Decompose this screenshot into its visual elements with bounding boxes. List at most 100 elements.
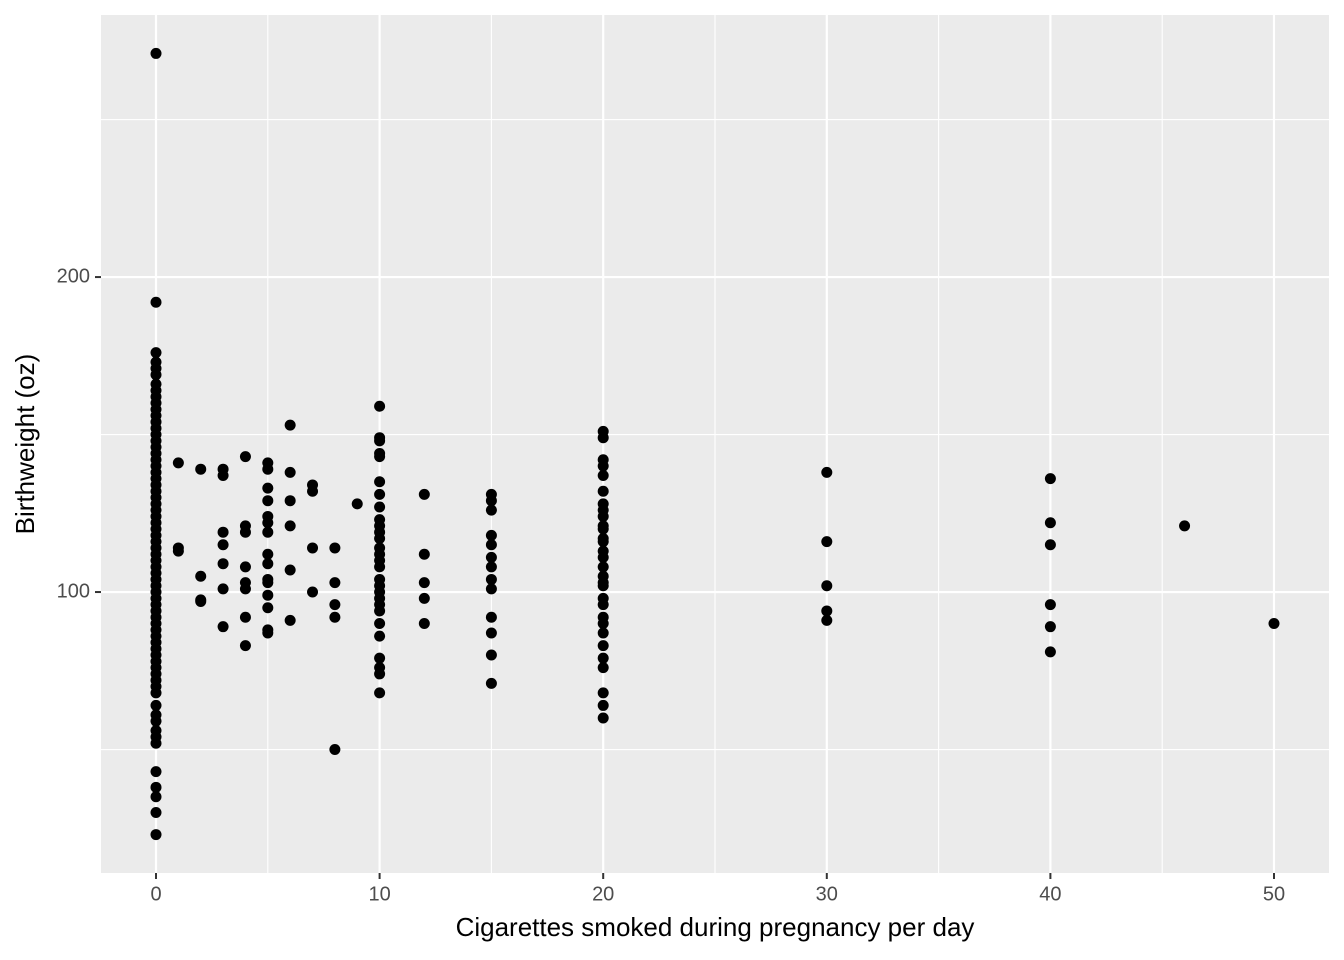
point xyxy=(374,501,386,513)
point xyxy=(284,495,296,507)
point xyxy=(262,627,274,639)
point xyxy=(597,551,609,563)
point xyxy=(217,526,229,538)
point xyxy=(374,687,386,699)
point xyxy=(485,649,497,661)
point xyxy=(150,715,162,727)
point xyxy=(262,577,274,589)
point xyxy=(262,548,274,560)
point xyxy=(217,539,229,551)
point xyxy=(239,561,251,573)
point xyxy=(172,545,184,557)
y-axis-title: Birthweight (oz) xyxy=(10,354,40,535)
point xyxy=(374,435,386,447)
x-tick-label: 20 xyxy=(592,883,614,905)
point xyxy=(597,523,609,535)
y-tick-label: 200 xyxy=(57,265,90,287)
point xyxy=(597,536,609,548)
point xyxy=(374,400,386,412)
point xyxy=(262,558,274,570)
point xyxy=(485,551,497,563)
point xyxy=(150,781,162,793)
point xyxy=(262,526,274,538)
point xyxy=(485,583,497,595)
point xyxy=(150,766,162,778)
point xyxy=(1044,621,1056,633)
point xyxy=(374,668,386,680)
point xyxy=(374,652,386,664)
point xyxy=(374,618,386,630)
point xyxy=(262,482,274,494)
point xyxy=(284,564,296,576)
y-tick-label: 100 xyxy=(57,580,90,602)
point xyxy=(150,699,162,711)
point xyxy=(284,466,296,478)
point xyxy=(597,652,609,664)
point xyxy=(150,807,162,819)
point xyxy=(217,469,229,481)
point xyxy=(1179,520,1191,532)
x-tick-label: 10 xyxy=(368,883,390,905)
point xyxy=(597,618,609,630)
point xyxy=(821,605,833,617)
x-tick-label: 40 xyxy=(1039,883,1061,905)
point xyxy=(485,573,497,585)
point xyxy=(150,737,162,749)
point xyxy=(307,485,319,497)
point xyxy=(1044,539,1056,551)
point xyxy=(1268,618,1280,630)
point xyxy=(195,570,207,582)
point xyxy=(485,539,497,551)
point xyxy=(374,630,386,642)
point xyxy=(374,561,386,573)
point xyxy=(217,558,229,570)
point xyxy=(284,614,296,626)
point xyxy=(374,451,386,463)
point xyxy=(262,495,274,507)
point xyxy=(1044,646,1056,658)
x-tick-label: 50 xyxy=(1263,883,1285,905)
point xyxy=(821,614,833,626)
point xyxy=(418,592,430,604)
point xyxy=(374,532,386,544)
point xyxy=(485,561,497,573)
point xyxy=(597,561,609,573)
point xyxy=(262,463,274,475)
point xyxy=(150,791,162,803)
point xyxy=(597,699,609,711)
point xyxy=(821,466,833,478)
x-axis-title: Cigarettes smoked during pregnancy per d… xyxy=(456,912,975,942)
point xyxy=(485,627,497,639)
point xyxy=(217,621,229,633)
point xyxy=(597,580,609,592)
point xyxy=(239,640,251,652)
point xyxy=(485,611,497,623)
point xyxy=(329,744,341,756)
point xyxy=(374,605,386,617)
point xyxy=(172,457,184,469)
point xyxy=(821,580,833,592)
point xyxy=(195,595,207,607)
point xyxy=(329,611,341,623)
point xyxy=(821,536,833,548)
point xyxy=(150,296,162,308)
point xyxy=(597,599,609,611)
point xyxy=(150,829,162,841)
point xyxy=(262,602,274,614)
point xyxy=(150,369,162,381)
point xyxy=(418,618,430,630)
point xyxy=(485,495,497,507)
point xyxy=(418,488,430,500)
point xyxy=(597,640,609,652)
point xyxy=(329,599,341,611)
point xyxy=(597,460,609,472)
point xyxy=(1044,599,1056,611)
point xyxy=(374,476,386,488)
point xyxy=(597,712,609,724)
point xyxy=(239,451,251,463)
point xyxy=(485,529,497,541)
point xyxy=(597,687,609,699)
x-tick-label: 0 xyxy=(150,883,161,905)
point xyxy=(597,627,609,639)
